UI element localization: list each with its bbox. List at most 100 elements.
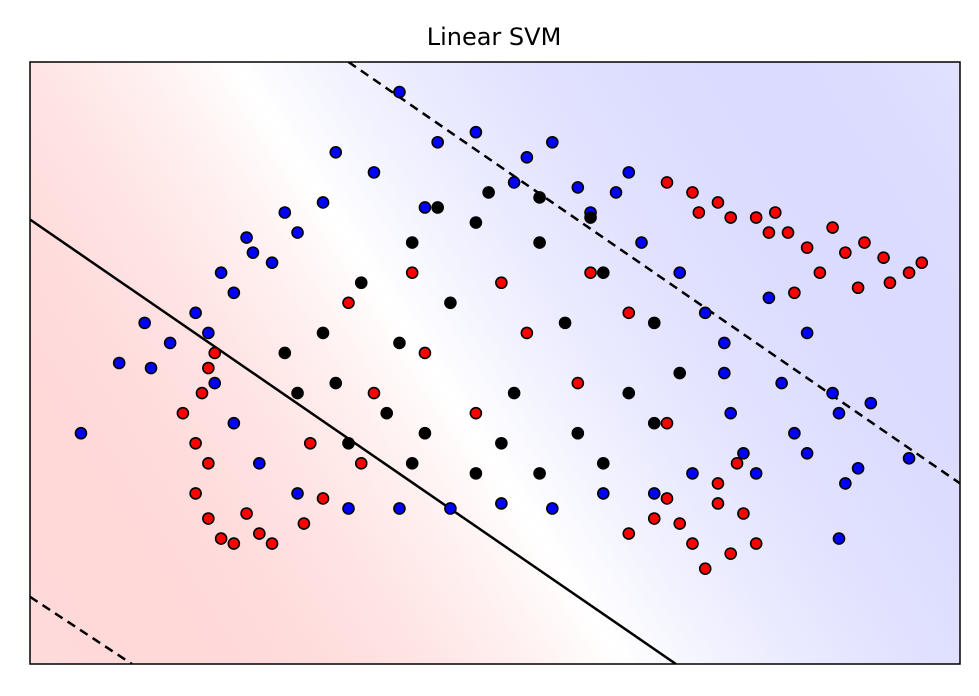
data-point-series-1	[839, 477, 852, 490]
data-point-series-1	[227, 416, 241, 430]
data-point-series-2	[711, 477, 725, 490]
data-point-series-2	[692, 206, 706, 219]
data-point-series-1	[775, 376, 788, 390]
data-point-series-2	[883, 276, 897, 290]
data-point-series-2	[342, 296, 355, 310]
data-point-series-3	[469, 467, 483, 480]
data-point-series-1	[826, 386, 839, 400]
data-point-series-2	[749, 537, 763, 550]
data-point-series-2	[622, 527, 636, 540]
data-point-series-1	[74, 426, 88, 440]
data-point-series-2	[800, 241, 814, 254]
data-point-series-1	[718, 336, 731, 350]
data-point-series-3	[596, 266, 610, 280]
data-point-series-2	[902, 266, 916, 280]
data-point-series-2	[354, 457, 368, 470]
data-point-series-1	[393, 502, 406, 515]
data-point-series-1	[214, 266, 228, 280]
data-point-series-2	[495, 276, 508, 290]
data-point-series-2	[724, 211, 737, 224]
data-point-series-2	[520, 326, 534, 340]
data-point-series-3	[291, 386, 304, 400]
data-point-series-2	[202, 512, 215, 525]
data-point-series-3	[622, 386, 636, 400]
data-point-series-1	[851, 462, 865, 475]
data-point-series-1	[546, 502, 559, 515]
data-point-series-3	[354, 276, 368, 290]
data-point-series-3	[571, 426, 585, 440]
data-point-series-3	[647, 316, 661, 330]
data-point-series-2	[195, 386, 209, 400]
data-point-series-2	[571, 376, 585, 390]
data-point-series-2	[915, 256, 929, 269]
data-point-series-3	[533, 467, 546, 480]
data-point-series-2	[673, 517, 687, 530]
plot-frame	[29, 61, 961, 665]
data-point-series-2	[660, 416, 674, 430]
data-point-series-1	[469, 125, 483, 139]
data-point-series-2	[189, 487, 202, 500]
data-point-series-1	[673, 266, 687, 280]
data-point-series-2	[730, 457, 744, 470]
data-point-series-3	[278, 346, 292, 360]
data-point-series-1	[246, 246, 260, 259]
data-point-series-2	[724, 547, 737, 560]
data-point-series-2	[253, 527, 266, 540]
data-point-series-2	[813, 266, 827, 280]
data-point-series-2	[711, 497, 725, 510]
data-point-series-1	[647, 487, 661, 500]
data-point-series-2	[405, 266, 419, 280]
data-point-series-1	[240, 231, 253, 244]
data-point-series-2	[303, 436, 317, 450]
data-point-series-1	[718, 366, 731, 380]
data-point-series-2	[202, 361, 215, 375]
data-point-series-2	[622, 306, 636, 320]
data-point-series-3	[507, 386, 521, 400]
data-point-series-3	[444, 296, 457, 310]
data-point-series-1	[112, 356, 126, 370]
data-point-series-1	[431, 135, 444, 149]
data-point-series-3	[596, 457, 610, 470]
data-point-series-1	[832, 406, 846, 420]
data-point-series-1	[291, 487, 304, 500]
data-point-series-1	[253, 457, 266, 470]
data-point-series-2	[858, 236, 871, 249]
data-point-series-1	[144, 361, 158, 375]
data-point-series-2	[660, 492, 674, 505]
data-point-series-2	[367, 386, 381, 400]
data-point-series-1	[749, 467, 763, 480]
data-point-series-1	[208, 376, 222, 390]
data-point-series-3	[342, 436, 355, 450]
data-point-series-2	[214, 532, 228, 545]
data-point-series-3	[482, 186, 495, 199]
data-point-series-2	[851, 281, 865, 295]
data-point-series-3	[469, 216, 483, 229]
data-point-series-3	[533, 191, 546, 204]
data-point-series-2	[240, 507, 253, 520]
data-point-series-2	[647, 512, 661, 525]
data-point-series-2	[176, 406, 190, 420]
data-point-series-2	[749, 211, 763, 224]
data-point-series-2	[877, 251, 890, 264]
data-point-series-2	[781, 226, 795, 239]
data-point-series-1	[800, 446, 814, 460]
data-point-series-1	[546, 135, 559, 149]
data-point-series-1	[418, 201, 432, 214]
data-point-series-1	[495, 497, 508, 510]
data-point-series-2	[297, 517, 311, 530]
data-point-series-2	[737, 507, 750, 520]
data-point-series-2	[711, 196, 725, 209]
data-point-series-1	[800, 326, 814, 340]
data-point-series-2	[762, 226, 776, 239]
data-point-series-1	[189, 306, 202, 320]
data-point-series-3	[380, 406, 394, 420]
data-point-series-3	[431, 201, 444, 214]
data-point-series-3	[558, 316, 572, 330]
data-point-series-3	[673, 366, 687, 380]
data-point-series-2	[826, 221, 839, 234]
data-point-series-1	[686, 467, 699, 480]
data-point-series-3	[316, 326, 330, 340]
data-point-series-1	[520, 151, 534, 164]
data-point-series-1	[762, 291, 776, 305]
decision-background	[30, 62, 960, 664]
